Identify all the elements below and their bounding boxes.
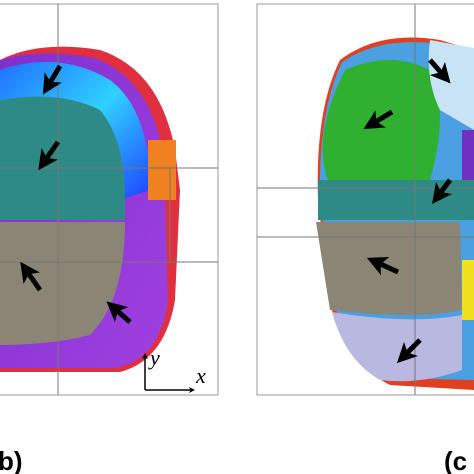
arrow (363, 109, 394, 130)
arrow (366, 257, 400, 276)
domain (0, 96, 125, 220)
axis-label: x (195, 363, 206, 388)
panel-label: b) (0, 446, 23, 474)
panel-c (256, 3, 474, 396)
domain (462, 260, 474, 320)
arrow (20, 261, 43, 292)
axis-label: y (148, 345, 160, 370)
domain (332, 312, 462, 382)
arrow (38, 140, 61, 171)
arrow (106, 301, 132, 324)
arrow (396, 338, 422, 364)
domain (462, 130, 474, 190)
arrow (432, 178, 452, 204)
domain (148, 140, 176, 200)
frame (0, 3, 219, 396)
domain (0, 222, 125, 345)
arrow (42, 64, 63, 95)
panel-label: (c (444, 446, 467, 474)
panel-b: y x (0, 3, 219, 396)
domain (318, 180, 474, 220)
arrow (428, 58, 451, 84)
frame (256, 3, 474, 396)
